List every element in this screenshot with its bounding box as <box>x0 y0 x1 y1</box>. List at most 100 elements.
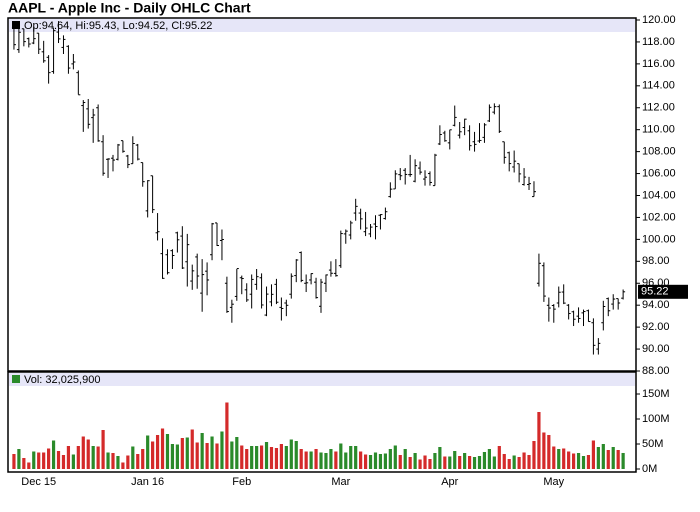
volume-bar <box>225 402 229 469</box>
volume-bar <box>453 451 457 469</box>
volume-bar <box>393 445 397 469</box>
y-tick-label: 120.00 <box>642 14 676 26</box>
volume-bar <box>517 457 521 469</box>
volume-bar <box>324 453 328 469</box>
y-tick-label: 116.00 <box>642 58 675 70</box>
price-legend: Op:94.64, Hi:95.43, Lo:94.52, Cl:95.22 <box>24 20 212 32</box>
volume-bar <box>319 452 323 469</box>
volume-bar <box>106 452 110 469</box>
volume-bar <box>220 431 224 469</box>
volume-bar <box>334 451 338 469</box>
volume-bar <box>121 462 125 469</box>
x-tick-label: May <box>543 476 564 488</box>
y-tick-label: 104.00 <box>642 189 676 201</box>
volume-bar <box>596 447 600 469</box>
volume-bar <box>170 444 175 469</box>
volume-bar <box>368 455 373 469</box>
volume-bar <box>56 451 61 469</box>
volume-bar <box>492 456 496 469</box>
volume-bar <box>472 457 477 469</box>
volume-bar <box>269 447 274 469</box>
volume-bar <box>111 453 115 469</box>
volume-bar <box>160 428 165 469</box>
volume-bar <box>527 455 531 469</box>
volume-bar <box>230 441 234 469</box>
volume-bar <box>131 446 135 469</box>
volume-bar <box>47 448 51 469</box>
y-tick-label: 108.00 <box>642 146 676 158</box>
y-tick-label: 0M <box>642 463 657 475</box>
volume-bar <box>101 430 105 469</box>
volume-bar <box>175 444 179 469</box>
volume-bar <box>299 449 303 469</box>
volume-bar <box>339 443 343 469</box>
volume-bar <box>304 451 308 469</box>
volume-bar <box>27 462 31 469</box>
volume-bar <box>418 459 422 469</box>
price-legend-band <box>9 19 635 32</box>
volume-bar <box>428 459 432 469</box>
volume-bar <box>344 452 348 469</box>
volume-bar <box>467 456 472 469</box>
volume-bar <box>398 455 402 469</box>
volume-bar <box>557 449 561 469</box>
volume-bar <box>423 455 427 469</box>
volume-bar <box>547 435 551 469</box>
volume-bar <box>458 456 462 469</box>
volume-bar <box>71 454 75 469</box>
volume-bar <box>37 452 41 469</box>
volume-bar <box>438 447 442 469</box>
volume-bar <box>61 455 66 469</box>
y-tick-label: 102.00 <box>642 211 676 223</box>
volume-bar <box>146 435 150 469</box>
volume-bar <box>136 454 140 469</box>
volume-bar <box>215 443 219 469</box>
volume-bar <box>190 429 194 469</box>
volume-bar <box>621 452 625 469</box>
last-price-tag <box>638 284 688 299</box>
y-tick-label: 100.00 <box>642 233 676 245</box>
volume-bar <box>274 448 279 469</box>
volume-bar <box>309 451 313 469</box>
volume-bar <box>448 456 452 469</box>
volume-bar <box>235 437 239 469</box>
volume-bar <box>205 443 209 469</box>
volume-bar <box>403 449 407 469</box>
volume-bar <box>477 456 482 469</box>
volume-bar <box>562 448 566 469</box>
x-tick-label: Dec 15 <box>21 476 56 488</box>
volume-bar <box>349 446 353 469</box>
volume-legend-band <box>9 373 635 386</box>
volume-bar <box>433 453 437 469</box>
volume-legend: Vol: 32,025,900 <box>24 374 100 386</box>
volume-bar <box>289 439 293 469</box>
volume-bar <box>497 446 501 469</box>
volume-bar <box>86 439 90 469</box>
volume-bar <box>141 449 145 469</box>
volume-bar <box>576 453 581 469</box>
volume-bar <box>383 453 387 469</box>
volume-bar <box>96 446 100 469</box>
volume-bar <box>601 444 605 469</box>
volume-bar <box>314 449 318 469</box>
volume-bar <box>487 449 492 469</box>
x-tick-label: Jan 16 <box>131 476 164 488</box>
y-tick-label: 106.00 <box>642 167 676 179</box>
volume-bar <box>12 454 16 469</box>
volume-bar <box>284 446 288 469</box>
x-tick-label: Feb <box>232 476 251 488</box>
volume-bar <box>571 453 576 469</box>
volume-bar <box>606 450 610 469</box>
y-tick-label: 110.00 <box>642 124 675 136</box>
volume-bar <box>279 444 283 469</box>
volume-bar <box>210 436 214 469</box>
volume-bar <box>200 433 204 469</box>
y-tick-label: 92.00 <box>642 321 670 333</box>
volume-bar <box>354 446 358 469</box>
volume-bar <box>51 440 56 469</box>
chart-title: AAPL - Apple Inc - Daily OHLC Chart <box>8 0 251 16</box>
x-tick-label: Mar <box>331 476 350 488</box>
volume-bar <box>542 432 546 469</box>
y-tick-label: 118.00 <box>642 36 675 48</box>
